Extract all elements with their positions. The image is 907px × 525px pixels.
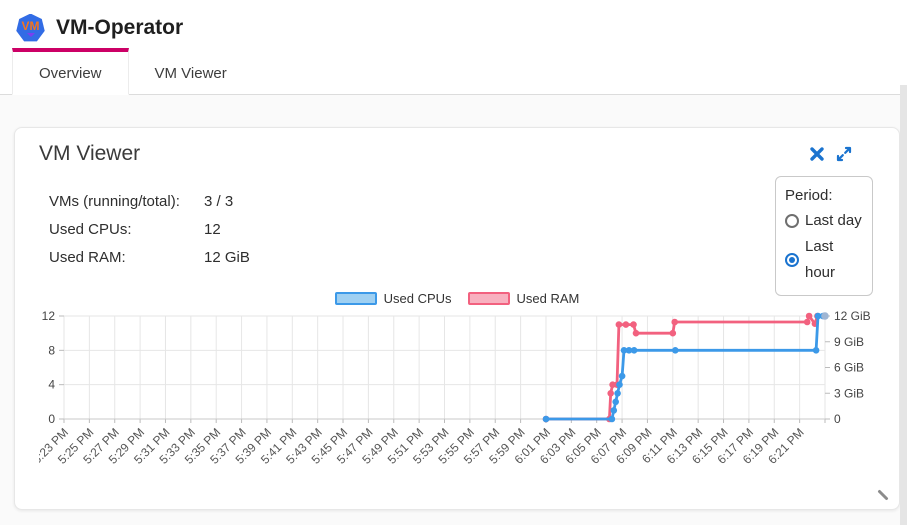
close-icon[interactable] <box>808 146 826 164</box>
usage-chart-svg: 5:23 PM5:25 PM5:27 PM5:29 PM5:31 PM5:33 … <box>30 309 871 467</box>
stat-row-vms: VMs (running/total): 3 / 3 <box>49 188 875 216</box>
svg-text:9 GiB: 9 GiB <box>834 335 864 349</box>
svg-text:0: 0 <box>48 412 55 426</box>
svg-text:3 GiB: 3 GiB <box>834 386 864 400</box>
expand-icon[interactable] <box>835 146 853 164</box>
legend-item-used-ram[interactable]: Used RAM <box>467 290 580 306</box>
card-header: VM Viewer <box>39 142 875 170</box>
period-option-last-hour[interactable]: Last hour <box>785 234 863 286</box>
tab-spacer <box>0 48 12 95</box>
stat-label: Used CPUs: <box>49 221 132 238</box>
svg-text:0: 0 <box>834 412 841 426</box>
stat-row-cpus: Used CPUs: 12 <box>49 216 875 244</box>
card-title: VM Viewer <box>39 142 141 165</box>
app-header: VM VM-Operator <box>0 0 907 48</box>
period-label: Period: <box>785 187 833 204</box>
svg-text:12: 12 <box>42 310 56 323</box>
stat-label: VMs (running/total): <box>49 193 180 210</box>
stat-value: 12 GiB <box>204 249 250 266</box>
tab-overview-label: Overview <box>39 64 102 82</box>
tab-bar: Overview VM Viewer <box>0 48 907 95</box>
resize-grip-icon[interactable] <box>875 487 891 503</box>
period-selector: Period: Last day Last hour <box>775 176 873 296</box>
stat-label: Used RAM: <box>49 249 126 266</box>
radio-icon <box>785 214 799 228</box>
legend-label: Used CPUs <box>383 290 452 306</box>
svg-text:8: 8 <box>48 343 55 357</box>
logo-chevron <box>26 32 35 37</box>
svg-text:4: 4 <box>48 378 55 392</box>
radio-icon <box>785 253 799 267</box>
period-option-label: Last day <box>805 212 862 229</box>
tab-vm-viewer-label: VM Viewer <box>154 64 227 82</box>
legend-label: Used RAM <box>516 290 580 306</box>
card-actions <box>808 146 853 164</box>
page-content: VM Viewer VMs (running/total): 3 / 3 <box>0 95 907 510</box>
stat-row-ram: Used RAM: 12 GiB <box>49 244 875 272</box>
tab-filler <box>252 48 907 95</box>
ram-legend-swatch <box>467 291 510 305</box>
usage-chart: 5:23 PM 5:25 PM 5:27 PM 5:29 PM 5:31 PM 5:33 … <box>30 309 875 493</box>
cpu-legend-swatch <box>334 291 377 305</box>
app-logo-icon: VM <box>16 13 45 42</box>
svg-text:12 GiB: 12 GiB <box>834 310 871 323</box>
vm-viewer-card: VM Viewer VMs (running/total): 3 / 3 <box>14 127 900 510</box>
stat-value: 12 <box>204 221 221 238</box>
tab-overview[interactable]: Overview <box>12 48 129 95</box>
period-option-last-day[interactable]: Last day <box>785 208 863 234</box>
chart-legend: Used CPUs Used RAM <box>39 290 875 306</box>
svg-text:6 GiB: 6 GiB <box>834 361 864 375</box>
legend-item-used-cpus[interactable]: Used CPUs <box>334 290 452 306</box>
period-option-label: Last hour <box>805 238 836 281</box>
stat-value: 3 / 3 <box>204 193 234 210</box>
tab-vm-viewer[interactable]: VM Viewer <box>128 48 253 95</box>
app-title: VM-Operator <box>56 16 184 39</box>
stats-list: VMs (running/total): 3 / 3 Used CPUs: 12… <box>49 188 875 272</box>
scrollbar-track[interactable] <box>900 85 907 525</box>
logo-text: VM <box>21 18 40 33</box>
